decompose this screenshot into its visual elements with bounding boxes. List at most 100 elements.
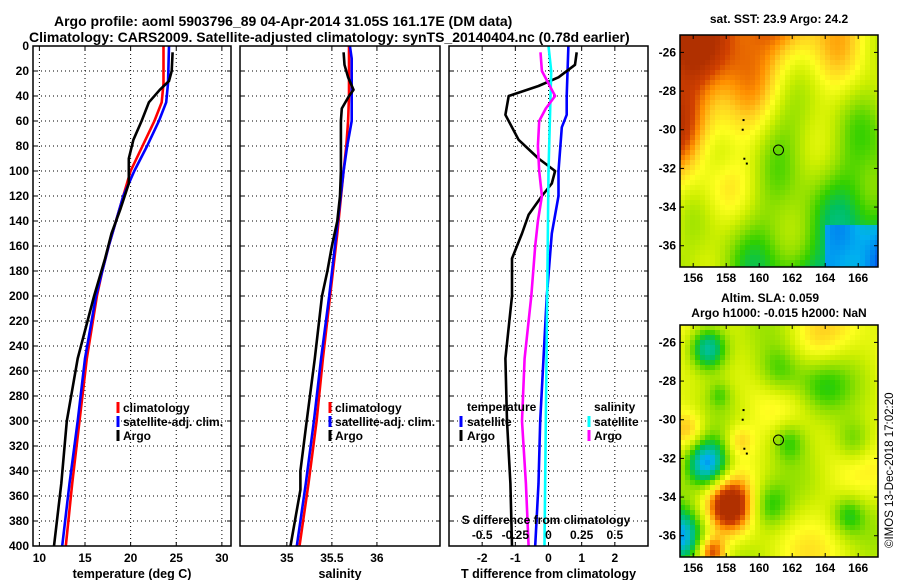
heatmap-cell: [745, 455, 751, 461]
heatmap-cell: [750, 230, 756, 236]
heatmap-cell: [705, 90, 711, 96]
heatmap-cell: [735, 390, 741, 396]
heatmap-cell: [875, 80, 878, 86]
heatmap-cell: [755, 165, 761, 171]
heatmap-cell: [865, 505, 871, 511]
heatmap-cell: [745, 465, 751, 471]
heatmap-cell: [865, 220, 871, 226]
heatmap-cell: [730, 210, 736, 216]
heatmap-cell: [680, 480, 686, 486]
heatmap-cell: [735, 35, 741, 41]
heatmap-cell: [740, 45, 746, 51]
heatmap-cell: [725, 455, 731, 461]
heatmap-cell: [760, 440, 766, 446]
heatmap-cell: [810, 45, 816, 51]
heatmap-cell: [780, 65, 786, 71]
heatmap-cell: [735, 460, 741, 466]
heatmap-cell: [685, 480, 691, 486]
heatmap-cell: [860, 435, 866, 441]
heatmap-cell: [710, 555, 716, 557]
heatmap-cell: [825, 240, 831, 246]
heatmap-cell: [855, 475, 861, 481]
heatmap-cell: [715, 245, 721, 251]
heatmap-cell: [725, 550, 731, 556]
heatmap-cell: [680, 125, 686, 131]
heatmap-cell: [820, 375, 826, 381]
heatmap-cell: [745, 65, 751, 71]
heatmap-cell: [715, 510, 721, 516]
heatmap-cell: [695, 115, 701, 121]
heatmap-cell: [730, 145, 736, 151]
heatmap-cell: [750, 200, 756, 206]
heatmap-cell: [865, 130, 871, 136]
heatmap-cell: [775, 215, 781, 221]
heatmap-cell: [845, 205, 851, 211]
heatmap-cell: [710, 220, 716, 226]
heatmap-cell: [825, 95, 831, 101]
heatmap-cell: [845, 370, 851, 376]
heatmap-cell: [830, 240, 836, 246]
heatmap-cell: [760, 235, 766, 241]
heatmap-cell: [705, 340, 711, 346]
heatmap-cell: [680, 355, 686, 361]
heatmap-cell: [805, 390, 811, 396]
heatmap-cell: [720, 430, 726, 436]
heatmap-cell: [705, 155, 711, 161]
heatmap-cell: [705, 555, 711, 557]
heatmap-cell: [850, 530, 856, 536]
heatmap-cell: [715, 40, 721, 46]
heatmap-cell: [730, 200, 736, 206]
heatmap-cell: [800, 85, 806, 91]
heatmap-cell: [820, 215, 826, 221]
heatmap-cell: [785, 540, 791, 546]
heatmap-cell: [800, 205, 806, 211]
heatmap-cell: [775, 525, 781, 531]
heatmap-cell: [860, 360, 866, 366]
heatmap-cell: [865, 110, 871, 116]
heatmap-cell: [865, 95, 871, 101]
heatmap-cell: [790, 190, 796, 196]
heatmap-cell: [690, 490, 696, 496]
heatmap-cell: [735, 220, 741, 226]
heatmap-cell: [770, 435, 776, 441]
heatmap-cell: [750, 225, 756, 231]
island-marker: [743, 447, 746, 450]
heatmap-cell: [730, 360, 736, 366]
heatmap-cell: [680, 365, 686, 371]
heatmap-cell: [825, 400, 831, 406]
heatmap-cell: [775, 185, 781, 191]
heatmap-cell: [855, 125, 861, 131]
heatmap-cell: [785, 500, 791, 506]
heatmap-cell: [825, 420, 831, 426]
heatmap-cell: [750, 460, 756, 466]
heatmap-cell: [825, 440, 831, 446]
heatmap-cell: [770, 425, 776, 431]
heatmap-cell: [705, 410, 711, 416]
heatmap-cell: [855, 490, 861, 496]
heatmap-cell: [750, 550, 756, 556]
heatmap-cell: [795, 65, 801, 71]
heatmap-cell: [820, 80, 826, 86]
heatmap-cell: [705, 345, 711, 351]
heatmap-cell: [810, 460, 816, 466]
heatmap-cell: [865, 115, 871, 121]
heatmap-cell: [840, 460, 846, 466]
legend-label: satellite-adj. clim.: [335, 415, 435, 429]
x-tick-label: 166: [848, 561, 868, 575]
heatmap-cell: [740, 130, 746, 136]
heatmap-cell: [835, 475, 841, 481]
heatmap-cell: [855, 375, 861, 381]
heatmap-cell: [685, 435, 691, 441]
heatmap-cell: [695, 495, 701, 501]
heatmap-cell: [715, 100, 721, 106]
heatmap-cell: [785, 440, 791, 446]
heatmap-cell: [765, 425, 771, 431]
heatmap-cell: [725, 165, 731, 171]
heatmap-cell: [860, 75, 866, 81]
heatmap-cell: [835, 550, 841, 556]
heatmap-cell: [850, 410, 856, 416]
heatmap-cell: [875, 345, 878, 351]
heatmap-cell: [750, 245, 756, 251]
heatmap-cell: [870, 395, 876, 401]
heatmap-cell: [750, 210, 756, 216]
